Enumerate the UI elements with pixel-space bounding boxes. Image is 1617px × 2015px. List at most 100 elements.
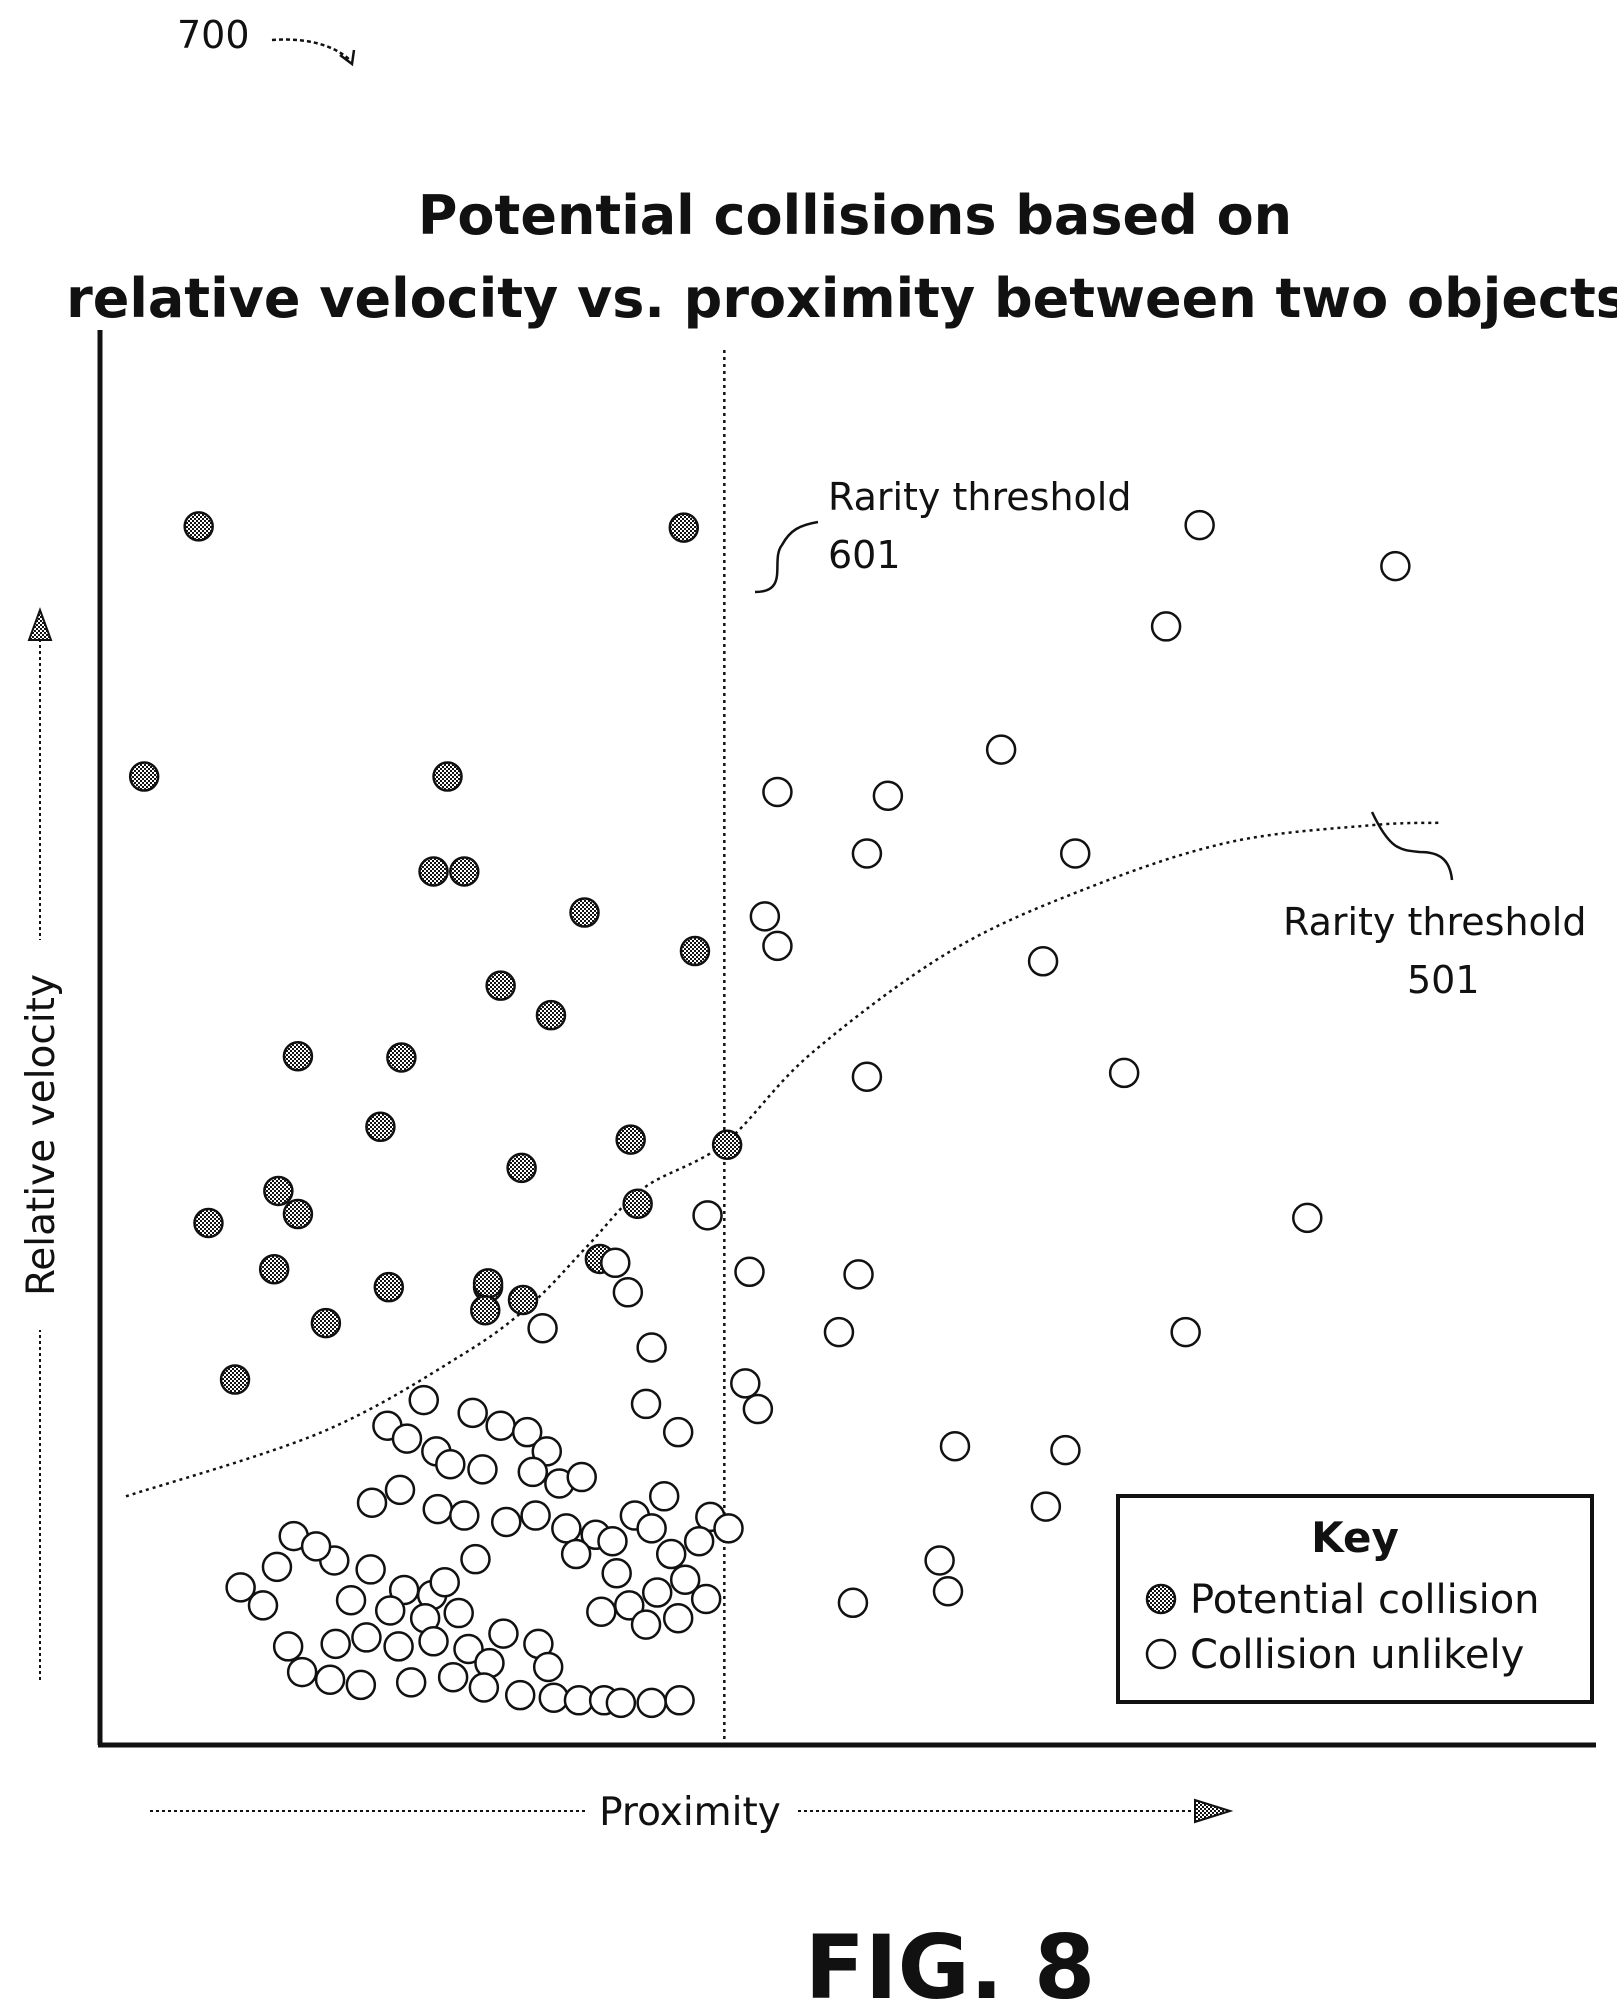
potential-collision-point-1 (668, 512, 700, 543)
chart-title-line-2: relative velocity vs. proximity between … (66, 267, 1617, 330)
legend-label-potential: Potential collision (1190, 1577, 1540, 1623)
potential-collision-point-20 (258, 1253, 290, 1285)
threshold-501-label-line2: 501 (1407, 958, 1480, 1002)
collision-unlikely-point-80 (351, 1622, 382, 1653)
collision-unlikely-point-40 (485, 1410, 516, 1441)
collision-unlikely-point-27 (939, 1431, 971, 1462)
collision-unlikely-point-31 (837, 1587, 869, 1619)
potential-collision-point-27 (507, 1284, 539, 1316)
collision-unlikely-point-84 (488, 1618, 519, 1649)
collision-unlikely-point-13 (692, 1200, 723, 1231)
collision-unlikely-point-104 (261, 1551, 293, 1583)
potential-collision-point-2 (128, 761, 160, 792)
collision-unlikely-point-75 (335, 1584, 367, 1616)
potential-collision-point-6 (569, 897, 600, 928)
collision-unlikely-point-103 (225, 1572, 256, 1603)
potential-collision-point-14 (711, 1129, 743, 1161)
y-axis-arrow (27, 607, 53, 1680)
potential-collision-point-18 (622, 1188, 653, 1220)
potential-collision-point-12 (365, 1111, 396, 1143)
collision-unlikely-point-49 (356, 1487, 388, 1518)
threshold-601-leader (754, 520, 819, 594)
potential-collision-point-15 (506, 1152, 537, 1184)
potential-collision-point-26 (470, 1295, 501, 1326)
collision-unlikely-point-87 (532, 1651, 564, 1683)
potential-collision-point-17 (282, 1198, 314, 1230)
collision-unlikely-point-66 (614, 1590, 645, 1621)
collision-unlikely-point-17 (600, 1247, 631, 1279)
collision-unlikely-point-51 (449, 1500, 480, 1531)
collision-unlikely-point-72 (355, 1554, 386, 1585)
collision-unlikely-point-19 (823, 1316, 855, 1348)
potential-collision-point-0 (183, 511, 214, 542)
collision-unlikely-point-26 (662, 1416, 694, 1448)
collision-unlikely-point-56 (648, 1481, 680, 1512)
collision-unlikely-point-43 (435, 1448, 466, 1480)
collision-unlikely-point-78 (443, 1597, 474, 1629)
collision-unlikely-point-14 (1292, 1202, 1323, 1234)
collision-unlikely-point-9 (762, 930, 793, 962)
y-label-mask (22, 940, 60, 1330)
collision-unlikely-point-54 (551, 1513, 582, 1544)
collision-unlikely-point-15 (734, 1256, 765, 1288)
collision-unlikely-point-21 (527, 1312, 558, 1344)
collision-unlikely-point-82 (418, 1626, 449, 1657)
collision-unlikely-point-48 (384, 1474, 416, 1506)
legend-title: Key (1311, 1513, 1399, 1562)
collision-unlikely-point-3 (985, 734, 1017, 765)
collision-unlikely-point-16 (843, 1259, 874, 1290)
collision-unlikely-point-90 (314, 1664, 346, 1696)
collision-unlikely-point-69 (662, 1602, 694, 1634)
potential-collision-point-10 (282, 1040, 314, 1072)
collision-unlikely-point-24 (742, 1393, 774, 1425)
figure-ref-arrow (271, 38, 351, 61)
legend: Key Potential collision Collision unlike… (1116, 1494, 1594, 1704)
potential-collision-point-25 (472, 1268, 504, 1299)
figure-caption: FIG. 8 (805, 1916, 1095, 2015)
collision-unlikely-point-20 (1170, 1316, 1201, 1348)
collision-unlikely-point-6 (851, 838, 883, 869)
collision-unlikely-point-96 (538, 1682, 570, 1713)
collision-unlikely-point-11 (851, 1061, 883, 1093)
collision-unlikely-point-63 (683, 1525, 715, 1557)
collision-unlikely-point-8 (749, 901, 781, 932)
collision-unlikely-point-91 (345, 1669, 377, 1701)
collision-unlikely-point-83 (453, 1633, 484, 1665)
legend-label-unlikely: Collision unlikely (1190, 1632, 1524, 1678)
collision-unlikely-point-101 (664, 1685, 695, 1716)
collision-unlikely-point-100 (636, 1687, 667, 1719)
collision-unlikely-point-65 (641, 1577, 673, 1608)
potential-collision-point-4 (418, 856, 449, 887)
collision-unlikely-point-44 (467, 1454, 498, 1485)
collision-unlikely-point-79 (320, 1628, 351, 1660)
collision-unlikely-point-94 (468, 1672, 500, 1703)
collision-unlikely-point-47 (566, 1461, 597, 1493)
collision-unlikely-point-7 (1059, 838, 1091, 869)
points-layer (128, 509, 1411, 1719)
y-axis-label: Relative velocity (19, 974, 64, 1296)
collision-unlikely-point-88 (272, 1631, 304, 1662)
collision-unlikely-point-12 (1108, 1057, 1140, 1089)
collision-unlikely-point-99 (605, 1687, 637, 1719)
collision-unlikely-point-34 (713, 1513, 744, 1544)
collision-unlikely-point-36 (457, 1397, 488, 1429)
threshold-501-label-line1: Rarity threshold (1283, 900, 1586, 944)
collision-unlikely-point-97 (563, 1685, 595, 1716)
potential-collision-point-3 (432, 761, 463, 792)
collision-unlikely-point-95 (504, 1679, 536, 1711)
collision-unlikely-point-108 (460, 1543, 491, 1575)
collision-unlikely-point-29 (1030, 1491, 1062, 1522)
collision-unlikely-point-53 (520, 1500, 551, 1531)
collision-unlikely-point-76 (374, 1595, 406, 1626)
potential-collision-point-8 (485, 970, 516, 1001)
collision-unlikely-point-35 (408, 1384, 440, 1416)
collision-unlikely-point-1 (1380, 550, 1411, 582)
collision-unlikely-point-62 (655, 1538, 687, 1570)
threshold-curve-501 (125, 821, 1441, 1498)
collision-unlikely-point-58 (597, 1525, 628, 1557)
figure-ref: 700 (177, 13, 250, 57)
collision-unlikely-point-0 (1184, 509, 1215, 541)
collision-unlikely-point-18 (612, 1277, 644, 1308)
legend-marker-unlikely (1145, 1638, 1177, 1670)
